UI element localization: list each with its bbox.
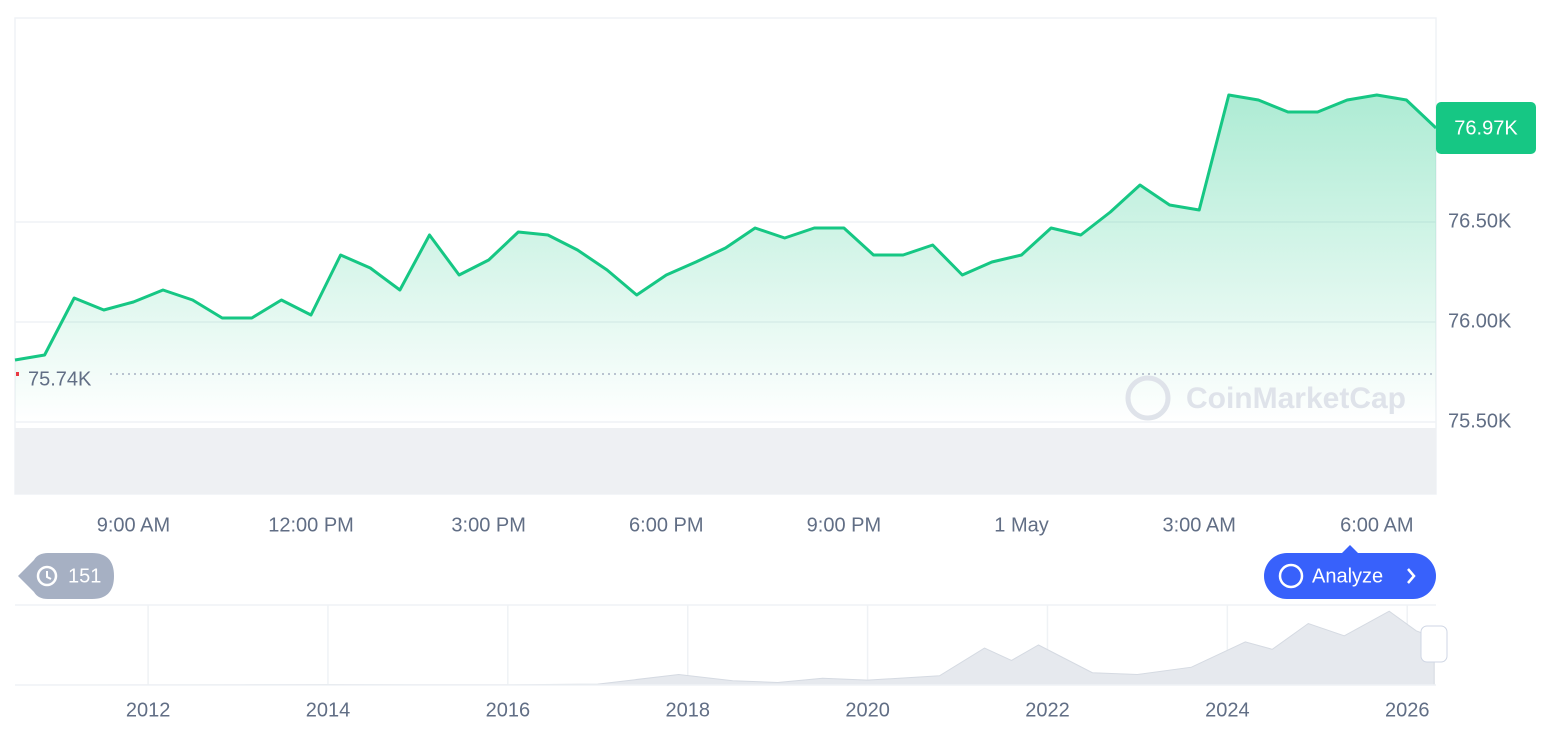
overview-x-label: 2024 xyxy=(1205,699,1250,721)
y-tick-label: 75.50K xyxy=(1448,410,1512,432)
chevron xyxy=(1407,568,1416,584)
y-tick-label: 76.50K xyxy=(1448,210,1512,232)
clock-icon xyxy=(36,565,58,587)
button-pointer xyxy=(1342,545,1358,553)
x-tick-label: 9:00 PM xyxy=(807,514,881,536)
badge-shape xyxy=(18,553,114,599)
x-tick-label: 3:00 AM xyxy=(1162,514,1235,536)
overview-x-label: 2022 xyxy=(1025,699,1070,721)
button-label: Analyze xyxy=(1312,565,1383,587)
current-price-label: 76.97K xyxy=(1454,117,1518,139)
price-area xyxy=(15,95,1436,423)
watermark-logo xyxy=(1125,375,1171,421)
overview-area xyxy=(22,610,1435,686)
overview-x-label: 2026 xyxy=(1385,699,1430,721)
x-tick-label: 3:00 PM xyxy=(451,514,525,536)
x-tick-label: 6:00 AM xyxy=(1340,514,1413,536)
history-badge[interactable]: 151 xyxy=(18,553,114,599)
volume-band xyxy=(15,428,1436,494)
open-price-label: 75.74K xyxy=(28,368,92,390)
overview-x-label: 2014 xyxy=(306,699,351,721)
button-bg xyxy=(1264,553,1436,599)
overview: 2012 2014 2016 2018 2020 2022 2024 2026 xyxy=(15,604,1436,721)
overview-x-label: 2012 xyxy=(126,699,171,721)
x-tick-label: 9:00 AM xyxy=(97,514,170,536)
overview-x-label: 2016 xyxy=(486,699,531,721)
watermark: CoinMarketCap xyxy=(1186,382,1406,415)
history-count: 151 xyxy=(68,565,101,587)
x-tick-label: 1 May xyxy=(994,514,1048,536)
y-tick-label: 76.00K xyxy=(1448,310,1512,332)
x-tick-label: 6:00 PM xyxy=(629,514,703,536)
clock-hands xyxy=(46,571,52,580)
analyze-button[interactable]: Analyze xyxy=(1264,545,1436,599)
main-plot: 75.74K 76.97K xyxy=(14,93,1536,423)
price-line xyxy=(14,93,1438,362)
current-price-tag xyxy=(1436,102,1536,154)
open-price-dot xyxy=(16,372,19,376)
overview-x-label: 2018 xyxy=(665,699,710,721)
x-tick-label: 12:00 PM xyxy=(268,514,354,536)
range-handle[interactable] xyxy=(1420,625,1448,663)
overview-x-label: 2020 xyxy=(845,699,890,721)
button-icon xyxy=(1278,563,1304,589)
